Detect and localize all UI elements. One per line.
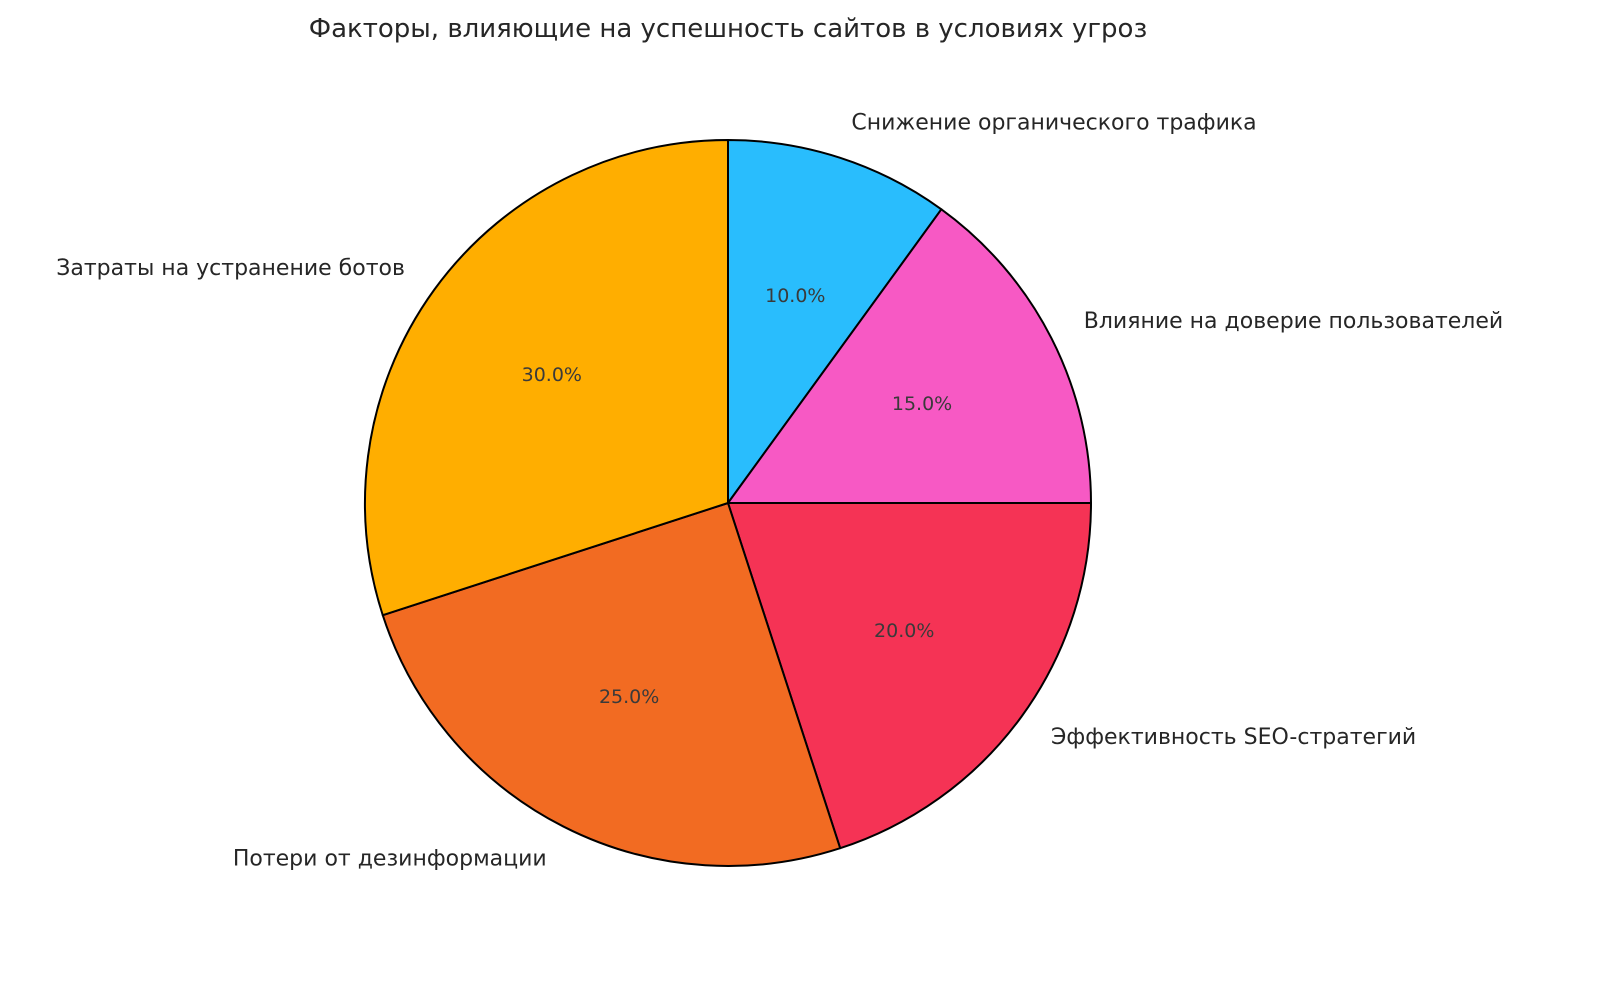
slice-percent-label: 30.0% [522,364,582,386]
slice-label: Влияние на доверие пользователей [1084,309,1503,334]
pie-slice [381,502,842,867]
slice-percent-label: 10.0% [765,285,825,307]
pie-slice [727,208,1092,504]
slice-percent-label: 20.0% [874,620,934,642]
pie-slice [727,139,943,504]
pie-slice [364,139,729,617]
slice-label: Снижение органического трафика [851,111,1256,136]
pie-slice [727,502,1092,850]
slice-label: Потери от дезинформации [233,846,547,871]
slice-label: Эффективность SEO-стратегий [1051,725,1416,750]
slice-label: Затраты на устранение ботов [56,256,405,281]
chart-title: Факторы, влияющие на успешность сайтов в… [309,14,1148,44]
slice-percent-label: 25.0% [599,686,659,708]
slice-percent-label: 15.0% [892,393,952,415]
